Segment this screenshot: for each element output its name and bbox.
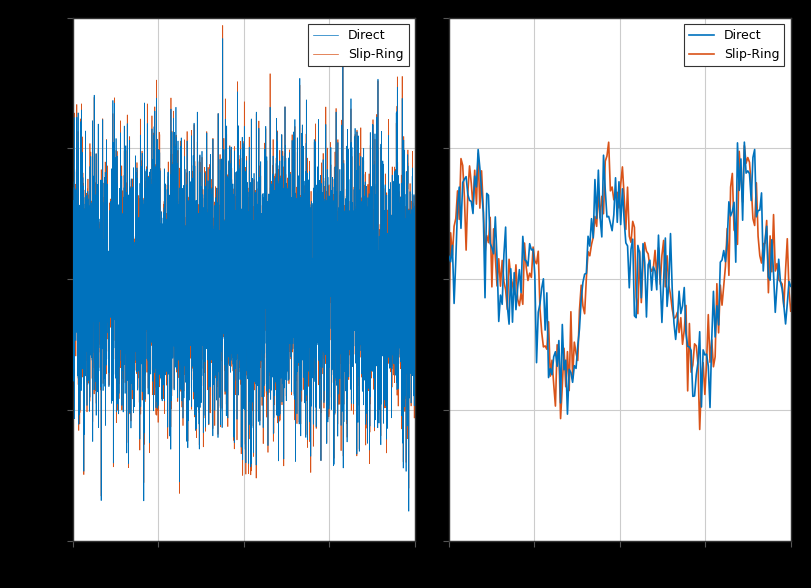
Slip-Ring [695,426,705,433]
Direct [760,239,770,246]
Direct [465,197,474,204]
Slip-Ring [324,370,333,377]
Slip-Ring [350,316,359,323]
Direct [563,410,573,417]
Direct [508,319,517,326]
Slip-Ring [68,207,78,214]
Slip-Ring [604,139,614,146]
Slip-Ring [131,291,140,298]
Direct [273,181,283,188]
Line: Direct: Direct [449,142,791,414]
Slip-Ring [273,237,283,244]
Line: Slip-Ring: Slip-Ring [449,142,791,429]
Legend: Direct, Slip-Ring: Direct, Slip-Ring [308,24,409,66]
Direct [410,225,419,232]
Slip-Ring [465,162,474,169]
Slip-Ring [458,162,468,169]
Slip-Ring [772,260,782,267]
Direct [324,332,333,339]
Direct [772,282,782,289]
Direct [535,300,545,308]
Slip-Ring [760,240,770,247]
Direct [68,184,78,191]
Slip-Ring [535,305,545,312]
Direct [131,253,140,260]
Slip-Ring [444,315,454,322]
Slip-Ring [508,281,517,288]
Direct [199,304,208,311]
Slip-Ring [97,493,106,500]
Direct [740,139,749,146]
Legend: Direct, Slip-Ring: Direct, Slip-Ring [684,24,784,66]
Direct [444,253,454,260]
Slip-Ring [290,302,300,309]
Line: Slip-Ring: Slip-Ring [73,25,414,496]
Direct [458,179,468,186]
Slip-Ring [218,22,228,29]
Direct [786,283,796,290]
Slip-Ring [786,308,796,315]
Slip-Ring [199,397,208,405]
Direct [404,507,414,514]
Direct [218,35,228,42]
Line: Direct: Direct [73,39,414,511]
Direct [290,405,300,412]
Direct [350,186,359,193]
Slip-Ring [410,220,419,228]
